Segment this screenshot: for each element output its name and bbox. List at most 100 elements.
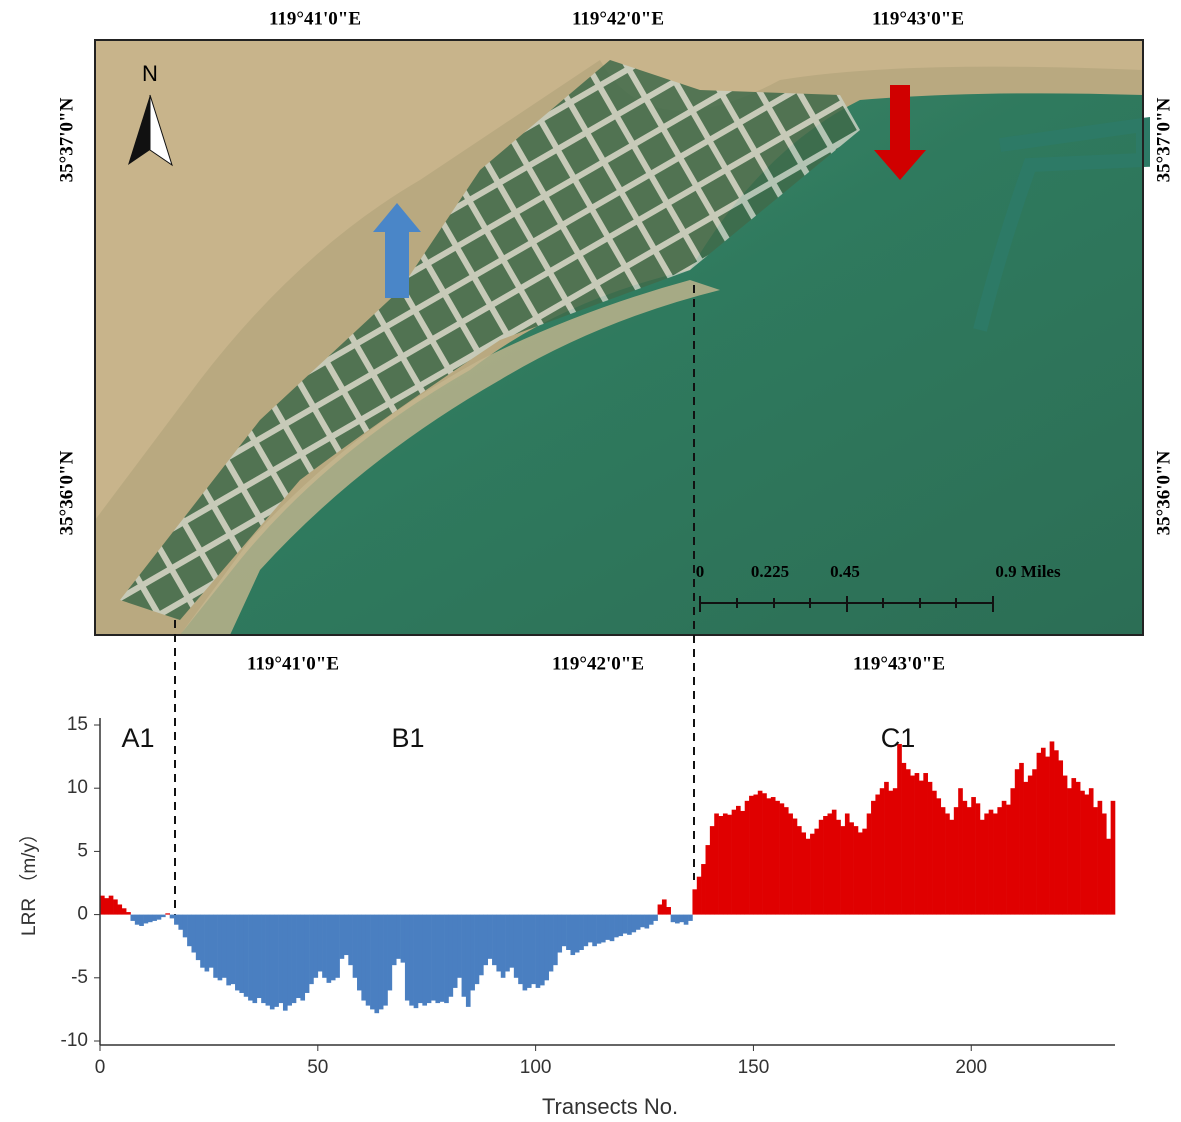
bar bbox=[160, 914, 166, 918]
bar bbox=[958, 788, 963, 915]
bar bbox=[949, 819, 955, 915]
bar bbox=[313, 914, 319, 978]
bar bbox=[143, 914, 149, 924]
bar bbox=[500, 914, 506, 978]
bar bbox=[474, 914, 480, 985]
bar bbox=[718, 816, 724, 915]
bar bbox=[683, 914, 689, 925]
x-tick-label: 150 bbox=[738, 1057, 770, 1078]
bar bbox=[644, 914, 650, 929]
bar bbox=[688, 914, 693, 921]
bar bbox=[635, 914, 641, 930]
bar bbox=[108, 895, 114, 915]
bar bbox=[566, 914, 571, 950]
bar bbox=[531, 914, 536, 985]
bar bbox=[914, 773, 920, 915]
bar bbox=[422, 914, 428, 1006]
bar bbox=[104, 898, 110, 915]
bar bbox=[600, 914, 606, 943]
bar bbox=[191, 914, 197, 953]
bar bbox=[1058, 760, 1064, 915]
bar bbox=[574, 914, 580, 953]
bar bbox=[962, 800, 968, 915]
bar bbox=[256, 914, 262, 999]
bar bbox=[226, 914, 231, 986]
bar bbox=[418, 914, 423, 1004]
bar bbox=[178, 914, 184, 930]
bar bbox=[248, 914, 253, 1001]
bar bbox=[932, 790, 937, 915]
x-tick-label: 200 bbox=[955, 1057, 987, 1078]
bar bbox=[152, 914, 157, 921]
y-axis-label: LRR （m/y） bbox=[18, 824, 40, 936]
bar bbox=[200, 914, 205, 968]
bar bbox=[518, 914, 523, 985]
divider-lines bbox=[174, 285, 695, 915]
bar bbox=[892, 788, 898, 915]
bar bbox=[156, 914, 162, 920]
bar bbox=[261, 914, 266, 1004]
bar bbox=[265, 914, 271, 1006]
x-axis-label: Transects No. bbox=[542, 1094, 678, 1119]
bar bbox=[866, 813, 872, 915]
bar bbox=[971, 797, 976, 915]
bar bbox=[857, 832, 863, 915]
bar bbox=[966, 807, 972, 915]
bar bbox=[339, 914, 345, 959]
map-label: 35°36'0"N bbox=[56, 450, 77, 535]
north-label: N bbox=[142, 61, 158, 86]
bar bbox=[818, 819, 824, 915]
up-arrow bbox=[373, 203, 421, 298]
bar bbox=[940, 807, 946, 915]
bar bbox=[147, 914, 153, 923]
bar bbox=[426, 914, 432, 1004]
bar bbox=[875, 794, 881, 915]
bar bbox=[121, 908, 127, 915]
bar bbox=[130, 914, 136, 921]
bar bbox=[1023, 781, 1029, 915]
bar bbox=[496, 914, 502, 972]
bar bbox=[413, 914, 419, 1009]
bar bbox=[535, 914, 541, 988]
bar bbox=[269, 914, 275, 1010]
bar bbox=[945, 813, 950, 915]
land-inner bbox=[95, 40, 1143, 520]
bar bbox=[457, 914, 462, 978]
bar bbox=[282, 914, 288, 1011]
down-arrow bbox=[874, 85, 926, 180]
bar bbox=[326, 914, 332, 983]
bar bbox=[400, 914, 406, 963]
region-label: B1 bbox=[391, 723, 424, 753]
bar bbox=[984, 813, 989, 915]
bar bbox=[1071, 778, 1077, 915]
bar bbox=[396, 914, 401, 959]
bar bbox=[592, 914, 597, 947]
bar bbox=[1080, 790, 1085, 915]
bar bbox=[648, 914, 654, 925]
bar bbox=[796, 826, 802, 915]
bar bbox=[278, 914, 284, 1004]
bar bbox=[361, 914, 367, 1001]
bar bbox=[627, 914, 632, 935]
bar bbox=[378, 914, 384, 1010]
bar bbox=[439, 914, 445, 1002]
y-tick-label: -10 bbox=[61, 1030, 88, 1051]
bar bbox=[452, 914, 458, 988]
bar bbox=[753, 794, 759, 915]
bar bbox=[431, 914, 436, 1001]
bar bbox=[936, 798, 942, 915]
bar bbox=[783, 807, 789, 915]
bar bbox=[230, 914, 236, 985]
bar bbox=[539, 914, 545, 986]
x-tick-label: 100 bbox=[520, 1057, 552, 1078]
bar bbox=[1062, 775, 1068, 915]
map-label: 119°43'0"E bbox=[853, 653, 945, 674]
bar bbox=[884, 781, 889, 915]
bar bbox=[348, 914, 353, 966]
bar bbox=[217, 914, 223, 981]
map-label: 119°41'0"E bbox=[269, 8, 361, 29]
bar bbox=[618, 914, 624, 937]
bar bbox=[988, 809, 994, 915]
bar bbox=[134, 914, 140, 925]
bar bbox=[330, 914, 336, 981]
